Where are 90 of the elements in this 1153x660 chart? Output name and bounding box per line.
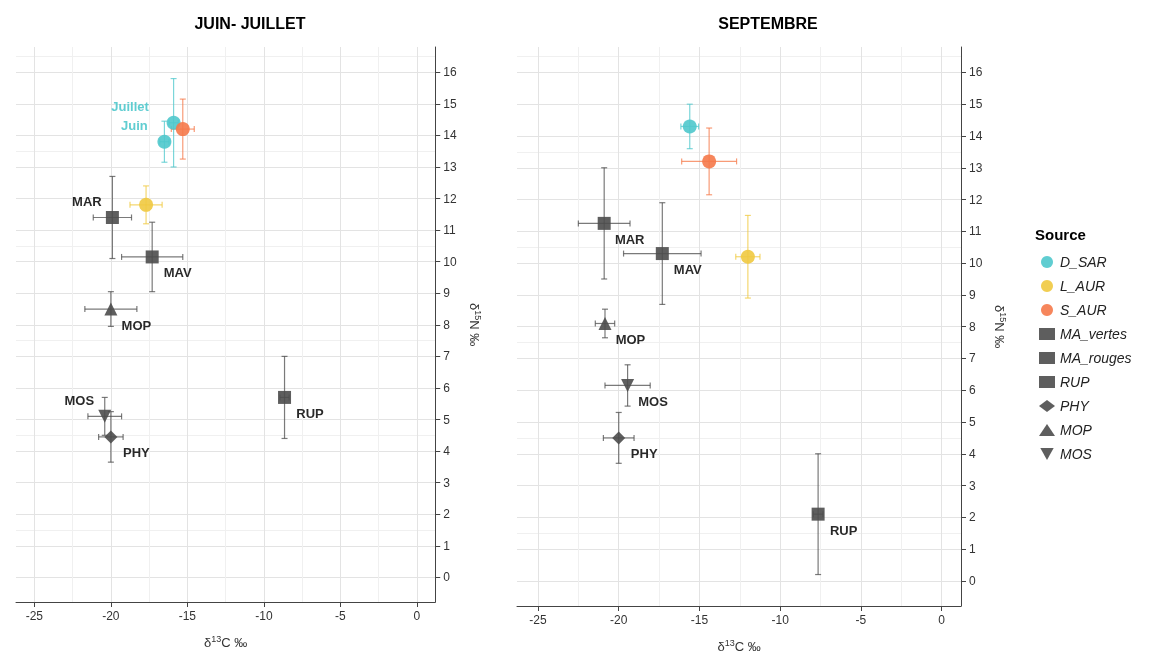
x-tick-label: -5 [335, 609, 347, 623]
x-tick-label: -10 [771, 613, 790, 627]
y-tick-label: 2 [443, 507, 451, 522]
y-axis-title: δ15N ‰ [992, 304, 1009, 349]
data-label: MOP [615, 331, 646, 347]
y-tick-label: 10 [969, 256, 983, 271]
point [157, 134, 172, 149]
x-tick-label: -20 [610, 613, 628, 627]
y-tick-label: 3 [443, 475, 451, 490]
point [104, 302, 118, 316]
y-tick-label: 2 [969, 510, 976, 525]
data-label: RUP [296, 405, 325, 421]
y-tick-label: 9 [443, 286, 451, 301]
legend-label: MOS [1060, 446, 1093, 462]
y-tick-label: 16 [969, 65, 983, 80]
x-tick-label: -25 [25, 609, 44, 623]
y-tick-label: 7 [969, 351, 976, 366]
legend-label: MOP [1060, 422, 1093, 438]
y-tick-label: 7 [443, 349, 451, 364]
x-tick-label: -20 [102, 609, 120, 623]
point [598, 316, 612, 330]
point [655, 247, 669, 261]
data-label: MOP [121, 317, 152, 333]
y-tick-label: 1 [443, 538, 451, 553]
data-label: MAR [72, 193, 103, 209]
y-tick-label: 9 [969, 287, 976, 302]
data-label: Juillet [111, 99, 150, 115]
point [682, 119, 697, 134]
y-tick-label: 13 [443, 159, 457, 174]
point [597, 216, 611, 230]
point [175, 122, 190, 137]
data-label: MOS [638, 393, 669, 409]
point [740, 249, 755, 264]
x-tick-label: -10 [255, 609, 273, 623]
legend-label: MA_vertes [1060, 326, 1127, 342]
y-tick-label: 12 [443, 191, 457, 206]
point [139, 197, 154, 212]
y-tick-label: 0 [443, 570, 451, 585]
legend-label: D_SAR [1060, 254, 1107, 270]
y-tick-label: 3 [969, 478, 976, 493]
y-tick-label: 8 [969, 319, 976, 334]
data-label: PHY [630, 446, 658, 462]
legend-label: RUP [1060, 374, 1091, 390]
point [612, 431, 626, 445]
chart-title: SEPTEMBRE [718, 14, 819, 32]
chart-title: JUIN- JUILLET [194, 14, 306, 32]
y-tick-label: 11 [443, 223, 457, 238]
x-tick-label: -15 [178, 609, 197, 623]
legend-label: MA_rouges [1060, 350, 1132, 366]
y-tick-label: 13 [969, 160, 983, 175]
y-tick-label: 11 [969, 224, 982, 239]
y-tick-label: 4 [969, 446, 976, 461]
data-label: PHY [123, 445, 151, 461]
x-tick-label: 0 [413, 609, 421, 623]
y-tick-label: 10 [443, 254, 457, 269]
legend-label: S_AUR [1060, 302, 1107, 318]
y-tick-label: 6 [443, 380, 451, 395]
point [105, 210, 119, 224]
y-tick-label: 4 [443, 444, 451, 459]
data-label: MAV [163, 265, 192, 281]
y-tick-label: 15 [443, 96, 457, 111]
legend-label: PHY [1060, 398, 1091, 414]
point [104, 430, 118, 444]
y-tick-label: 0 [969, 573, 976, 588]
point [98, 409, 112, 423]
point [621, 378, 635, 392]
data-label: Juin [121, 118, 148, 134]
x-tick-label: -5 [855, 613, 867, 627]
y-tick-label: 14 [969, 128, 983, 143]
data-label: MOS [64, 392, 95, 408]
y-tick-label: 6 [969, 383, 976, 398]
x-tick-label: -25 [529, 613, 547, 627]
x-tick-label: 0 [938, 613, 946, 627]
data-label: MAR [614, 231, 646, 247]
y-tick-label: 12 [969, 192, 983, 207]
point [145, 250, 159, 264]
y-tick-label: 14 [443, 128, 457, 143]
point [702, 154, 717, 169]
y-axis-title: δ15N ‰ [466, 302, 483, 347]
y-tick-label: 16 [443, 65, 457, 80]
y-tick-label: 8 [443, 317, 451, 332]
legend-title: Source [1035, 226, 1086, 243]
y-tick-label: 5 [443, 412, 451, 427]
data-label: MAV [673, 262, 703, 278]
x-tick-label: -15 [690, 613, 709, 627]
y-tick-label: 1 [969, 542, 976, 557]
data-label: RUP [829, 522, 858, 538]
legend-label: L_AUR [1060, 278, 1106, 294]
y-tick-label: 5 [969, 415, 976, 429]
y-tick-label: 15 [969, 97, 983, 112]
